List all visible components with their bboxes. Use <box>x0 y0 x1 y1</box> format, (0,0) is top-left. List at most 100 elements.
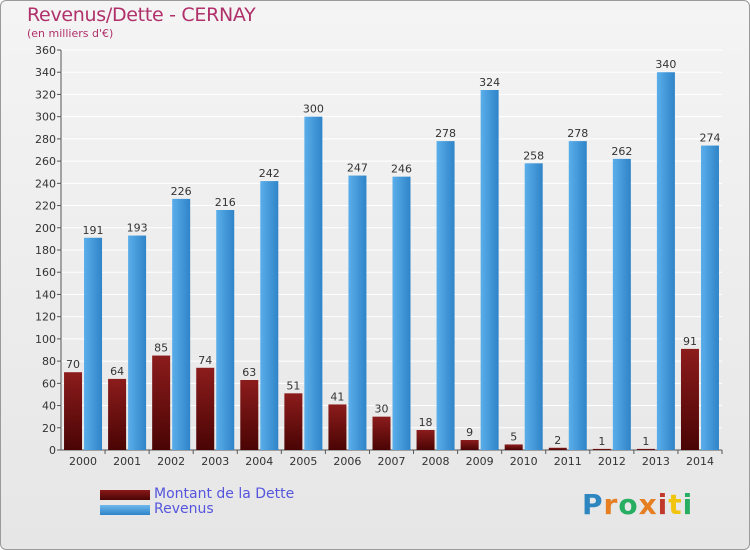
debt-value-label: 30 <box>375 403 389 416</box>
x-tick-label: 2007 <box>378 455 406 468</box>
legend-label-debt: Montant de la Dette <box>154 486 295 502</box>
revenue-value-label: 242 <box>259 167 280 180</box>
debt-bar <box>460 440 479 450</box>
y-tick-label: 160 <box>35 266 56 279</box>
logo-letter: x <box>638 488 658 521</box>
y-tick-label: 40 <box>42 400 56 413</box>
revenue-value-label: 193 <box>127 222 148 235</box>
y-tick-label: 340 <box>35 66 56 79</box>
debt-bar <box>108 378 127 450</box>
debt-value-label: 51 <box>286 379 300 392</box>
logo-letter: t <box>668 488 683 521</box>
revenue-value-label: 274 <box>699 132 720 145</box>
y-tick-label: 240 <box>35 177 56 190</box>
logo-letter: i <box>657 488 669 521</box>
debt-value-label: 74 <box>198 354 212 367</box>
legend-swatch-revenue <box>100 505 150 515</box>
debt-bar <box>240 380 259 450</box>
debt-value-label: 1 <box>598 435 605 448</box>
chart-subtitle: (en milliers d'€) <box>27 27 114 40</box>
debt-bar <box>64 372 83 450</box>
revenue-bar <box>568 141 587 450</box>
debt-value-label: 70 <box>66 358 80 371</box>
revenue-value-label: 340 <box>655 58 676 71</box>
x-tick-label: 2009 <box>466 455 494 468</box>
revenue-value-label: 247 <box>347 162 368 175</box>
logo-letter: o <box>618 488 639 521</box>
revenue-bar <box>216 210 235 450</box>
revenue-value-label: 258 <box>523 149 544 162</box>
revenue-value-label: 216 <box>215 196 236 209</box>
y-tick-label: 260 <box>35 155 56 168</box>
debt-bar <box>196 367 215 450</box>
debt-value-label: 18 <box>419 416 433 429</box>
debt-bar <box>416 430 435 450</box>
legend-swatch-debt <box>100 490 150 500</box>
debt-bar <box>636 448 655 450</box>
proxiti-logo: Proxiti <box>582 488 693 521</box>
y-tick-label: 120 <box>35 311 56 324</box>
x-tick-label: 2008 <box>422 455 450 468</box>
x-tick-label: 2014 <box>686 455 714 468</box>
x-tick-label: 2001 <box>113 455 141 468</box>
revenue-value-label: 191 <box>83 224 104 237</box>
x-tick-label: 2005 <box>289 455 317 468</box>
y-tick-label: 0 <box>49 444 56 457</box>
x-tick-label: 2000 <box>69 455 97 468</box>
revenue-bar <box>392 176 411 450</box>
x-tick-label: 2002 <box>157 455 185 468</box>
revenue-bar <box>524 163 543 451</box>
chart-title: Revenus/Dette - CERNAY <box>27 4 256 26</box>
x-tick-label: 2003 <box>201 455 229 468</box>
y-tick-label: 20 <box>42 422 56 435</box>
debt-bar <box>152 355 171 450</box>
y-tick-label: 60 <box>42 377 56 390</box>
y-tick-label: 140 <box>35 288 56 301</box>
revenue-value-label: 226 <box>171 185 192 198</box>
y-tick-label: 200 <box>35 222 56 235</box>
logo-letter: r <box>603 488 619 521</box>
revenue-bar <box>348 175 367 451</box>
x-tick-label: 2012 <box>598 455 626 468</box>
axes: 0 20 40 60 80 100 120 140 160 180 200 220 240 260 280 3… <box>35 44 723 468</box>
revenue-value-label: 262 <box>611 145 632 158</box>
debt-value-label: 5 <box>510 430 517 443</box>
revenue-value-label: 278 <box>435 127 456 140</box>
logo-letter: i <box>682 488 694 521</box>
y-tick-label: 300 <box>35 111 56 124</box>
legend-label-revenue: Revenus <box>154 501 214 517</box>
x-tick-label: 2010 <box>510 455 538 468</box>
y-tick-label: 80 <box>42 355 56 368</box>
revenue-bar <box>436 141 455 450</box>
debt-value-label: 1 <box>642 435 649 448</box>
revenue-bar <box>172 198 191 450</box>
revenue-bar <box>304 116 323 451</box>
x-tick-label: 2004 <box>245 455 273 468</box>
data-labels: 7019164193852267421663242513004124730246… <box>66 58 720 448</box>
debt-bar <box>372 416 391 450</box>
revenue-value-label: 278 <box>567 127 588 140</box>
revenue-value-label: 300 <box>303 103 324 116</box>
bars <box>64 72 719 451</box>
logo-letter: P <box>582 488 604 521</box>
debt-bar <box>284 393 303 450</box>
revenue-bar <box>128 235 147 450</box>
debt-bar <box>592 448 611 450</box>
revenue-value-label: 324 <box>479 76 500 89</box>
revenue-bar <box>656 72 675 450</box>
debt-value-label: 64 <box>110 365 124 378</box>
y-tick-label: 360 <box>35 44 56 57</box>
revenue-bar <box>84 237 103 450</box>
debt-value-label: 85 <box>154 342 168 355</box>
debt-value-label: 63 <box>242 366 256 379</box>
debt-bar <box>548 447 567 450</box>
debt-bar <box>680 348 699 450</box>
y-tick-label: 280 <box>35 133 56 146</box>
y-tick-label: 320 <box>35 88 56 101</box>
grid-lines <box>61 49 722 451</box>
y-tick-label: 220 <box>35 200 56 213</box>
debt-bar <box>328 404 347 450</box>
debt-value-label: 91 <box>683 335 697 348</box>
debt-value-label: 2 <box>554 434 561 447</box>
